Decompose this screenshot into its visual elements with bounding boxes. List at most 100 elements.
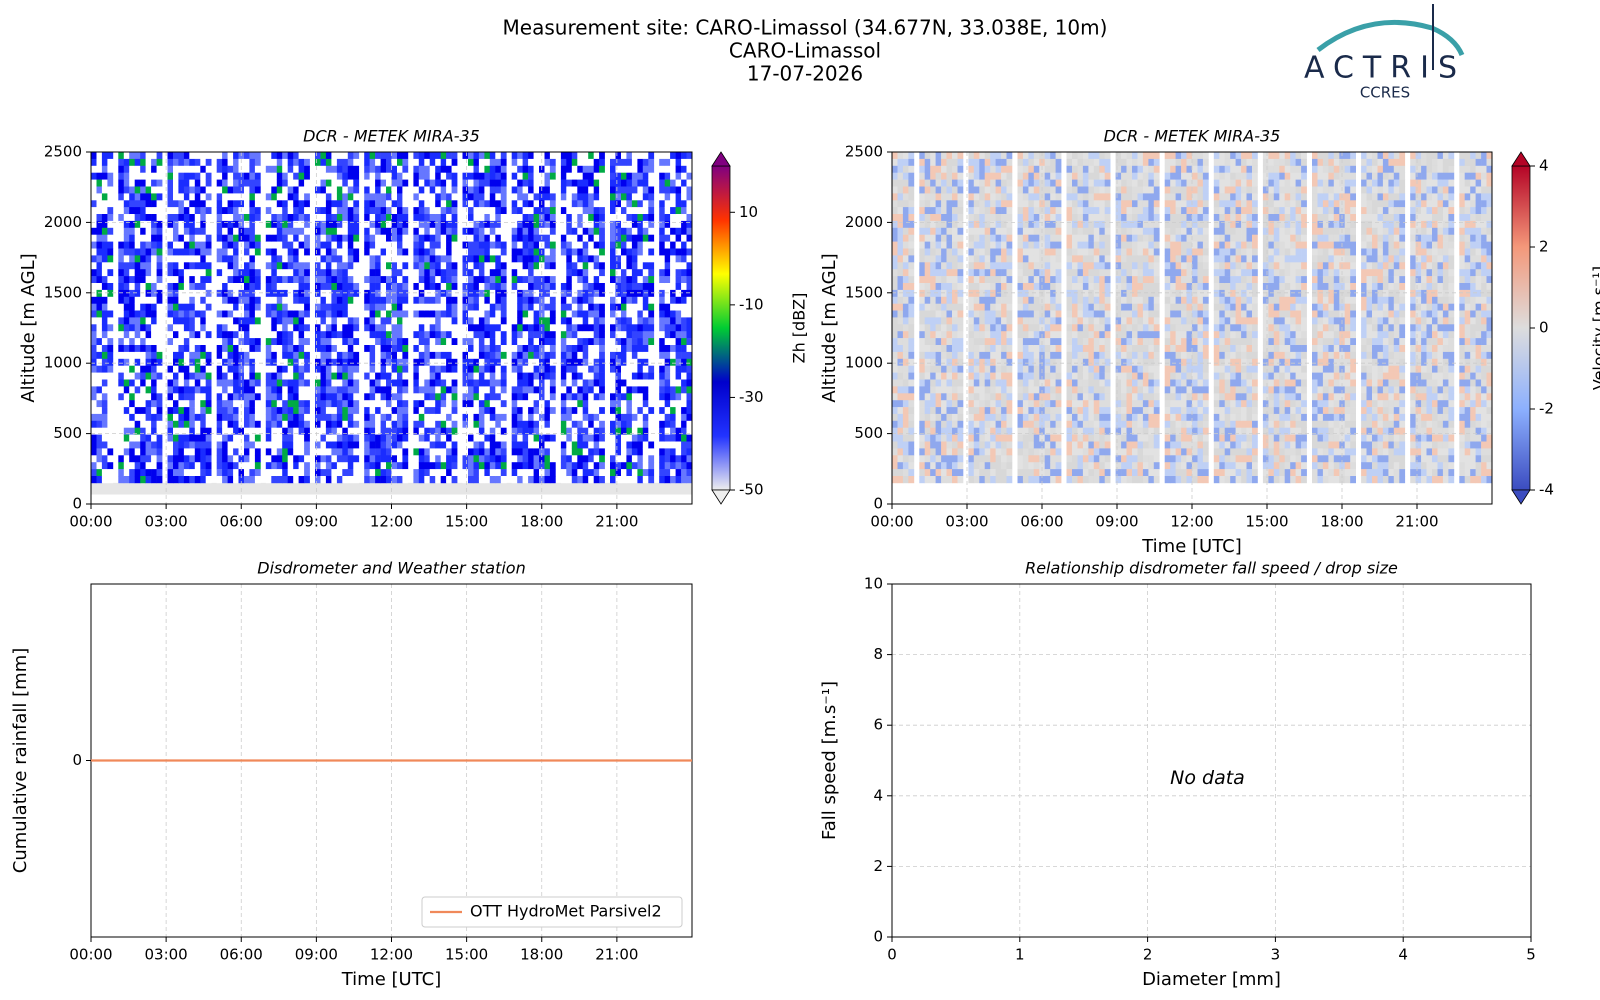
radar-cell	[222, 351, 228, 360]
radar-cell	[282, 365, 288, 373]
radar-cell	[134, 413, 141, 422]
radar-cell	[96, 365, 103, 373]
radar-cell	[648, 200, 655, 208]
radar-cell	[418, 448, 425, 456]
radar-cell	[549, 372, 556, 380]
radar-cell	[304, 289, 310, 298]
radar-cell	[566, 255, 573, 263]
radar-cell	[183, 338, 190, 346]
radar-cell	[101, 469, 108, 477]
radar-cell	[369, 351, 376, 360]
radar-cell	[167, 365, 174, 373]
radar-cell	[495, 386, 502, 394]
radar-cell	[418, 351, 425, 360]
radar-cell	[118, 462, 125, 470]
radar-cell	[615, 234, 622, 242]
radar-cell	[560, 248, 567, 256]
radar-cell	[615, 407, 622, 415]
radar-cell	[375, 427, 381, 435]
radar-cell	[353, 262, 360, 270]
radar-cell	[670, 338, 676, 346]
radar-cell	[413, 248, 420, 256]
radar-cell	[511, 269, 518, 277]
radar-cell	[571, 469, 578, 477]
radar-cell	[440, 269, 447, 277]
radar-cell	[123, 269, 130, 277]
radar-cell	[484, 455, 491, 463]
radar-cell	[621, 214, 627, 222]
radar-cell	[331, 455, 338, 463]
radar-cell	[118, 365, 125, 373]
radar-cell	[391, 379, 398, 387]
radar-cell	[908, 276, 915, 284]
radar-cell	[473, 476, 480, 484]
radar-cell	[478, 241, 485, 249]
radar-cell	[304, 469, 310, 477]
radar-cell	[908, 303, 915, 311]
radar-cell	[468, 379, 474, 387]
radar-cell	[183, 365, 190, 373]
radar-cell	[96, 420, 103, 428]
radar-cell	[577, 386, 584, 394]
radar-cell	[446, 241, 452, 249]
radar-cell	[293, 269, 299, 277]
radar-cell	[134, 476, 141, 484]
radar-cell	[659, 262, 665, 270]
radar-cell	[571, 434, 578, 442]
radar-cell	[402, 200, 409, 208]
radar-cell	[413, 413, 420, 422]
radar-cell	[642, 255, 649, 263]
radar-cell	[686, 200, 693, 208]
radar-cell	[364, 427, 370, 435]
radar-cell	[178, 434, 185, 442]
radar-cell	[320, 186, 327, 194]
radar-cell	[478, 358, 485, 366]
radar-cell	[648, 413, 655, 422]
radar-cell	[659, 310, 665, 318]
radar-cell	[588, 158, 594, 167]
radar-cell	[446, 220, 452, 229]
radar-cell	[610, 434, 616, 442]
radar-cell	[500, 469, 507, 477]
radar-cell	[271, 434, 278, 442]
radar-cell	[222, 193, 228, 201]
radar-cell	[418, 193, 425, 201]
radar-cell	[145, 393, 152, 401]
radar-cell	[353, 283, 360, 291]
radar-cell	[615, 186, 622, 194]
radar-cell	[134, 158, 141, 167]
radar-cell	[336, 200, 343, 208]
radar-cell	[375, 227, 381, 235]
radar-cell	[151, 310, 157, 318]
radar-cell	[681, 365, 687, 373]
radar-cell	[429, 262, 436, 270]
radar-cell	[173, 434, 179, 442]
radar-cell	[533, 427, 540, 435]
radar-cell	[320, 165, 327, 173]
radar-cell	[549, 441, 556, 449]
radar-cell	[233, 248, 239, 256]
radar-cell	[478, 234, 485, 242]
radar-cell	[205, 248, 212, 256]
radar-cell	[418, 379, 425, 387]
radar-cell	[254, 331, 261, 339]
radar-cell	[320, 234, 327, 242]
radar-cell	[227, 427, 234, 435]
radar-cell	[577, 200, 584, 208]
radar-cell	[134, 372, 141, 380]
radar-cell	[134, 317, 141, 325]
radar-cell	[544, 469, 551, 477]
radar-cell	[265, 372, 272, 380]
radar-cell	[380, 469, 387, 477]
radar-cell	[249, 413, 256, 422]
radar-cell	[178, 413, 185, 422]
radar-cell	[593, 220, 600, 229]
radar-cell	[353, 241, 360, 249]
radar-cell	[577, 413, 584, 422]
radar-cell	[642, 462, 649, 470]
radar-cell	[151, 207, 157, 215]
radar-cell	[397, 234, 403, 242]
radar-cell	[642, 317, 649, 325]
radar-cell	[353, 365, 360, 373]
radar-cell	[571, 379, 578, 387]
